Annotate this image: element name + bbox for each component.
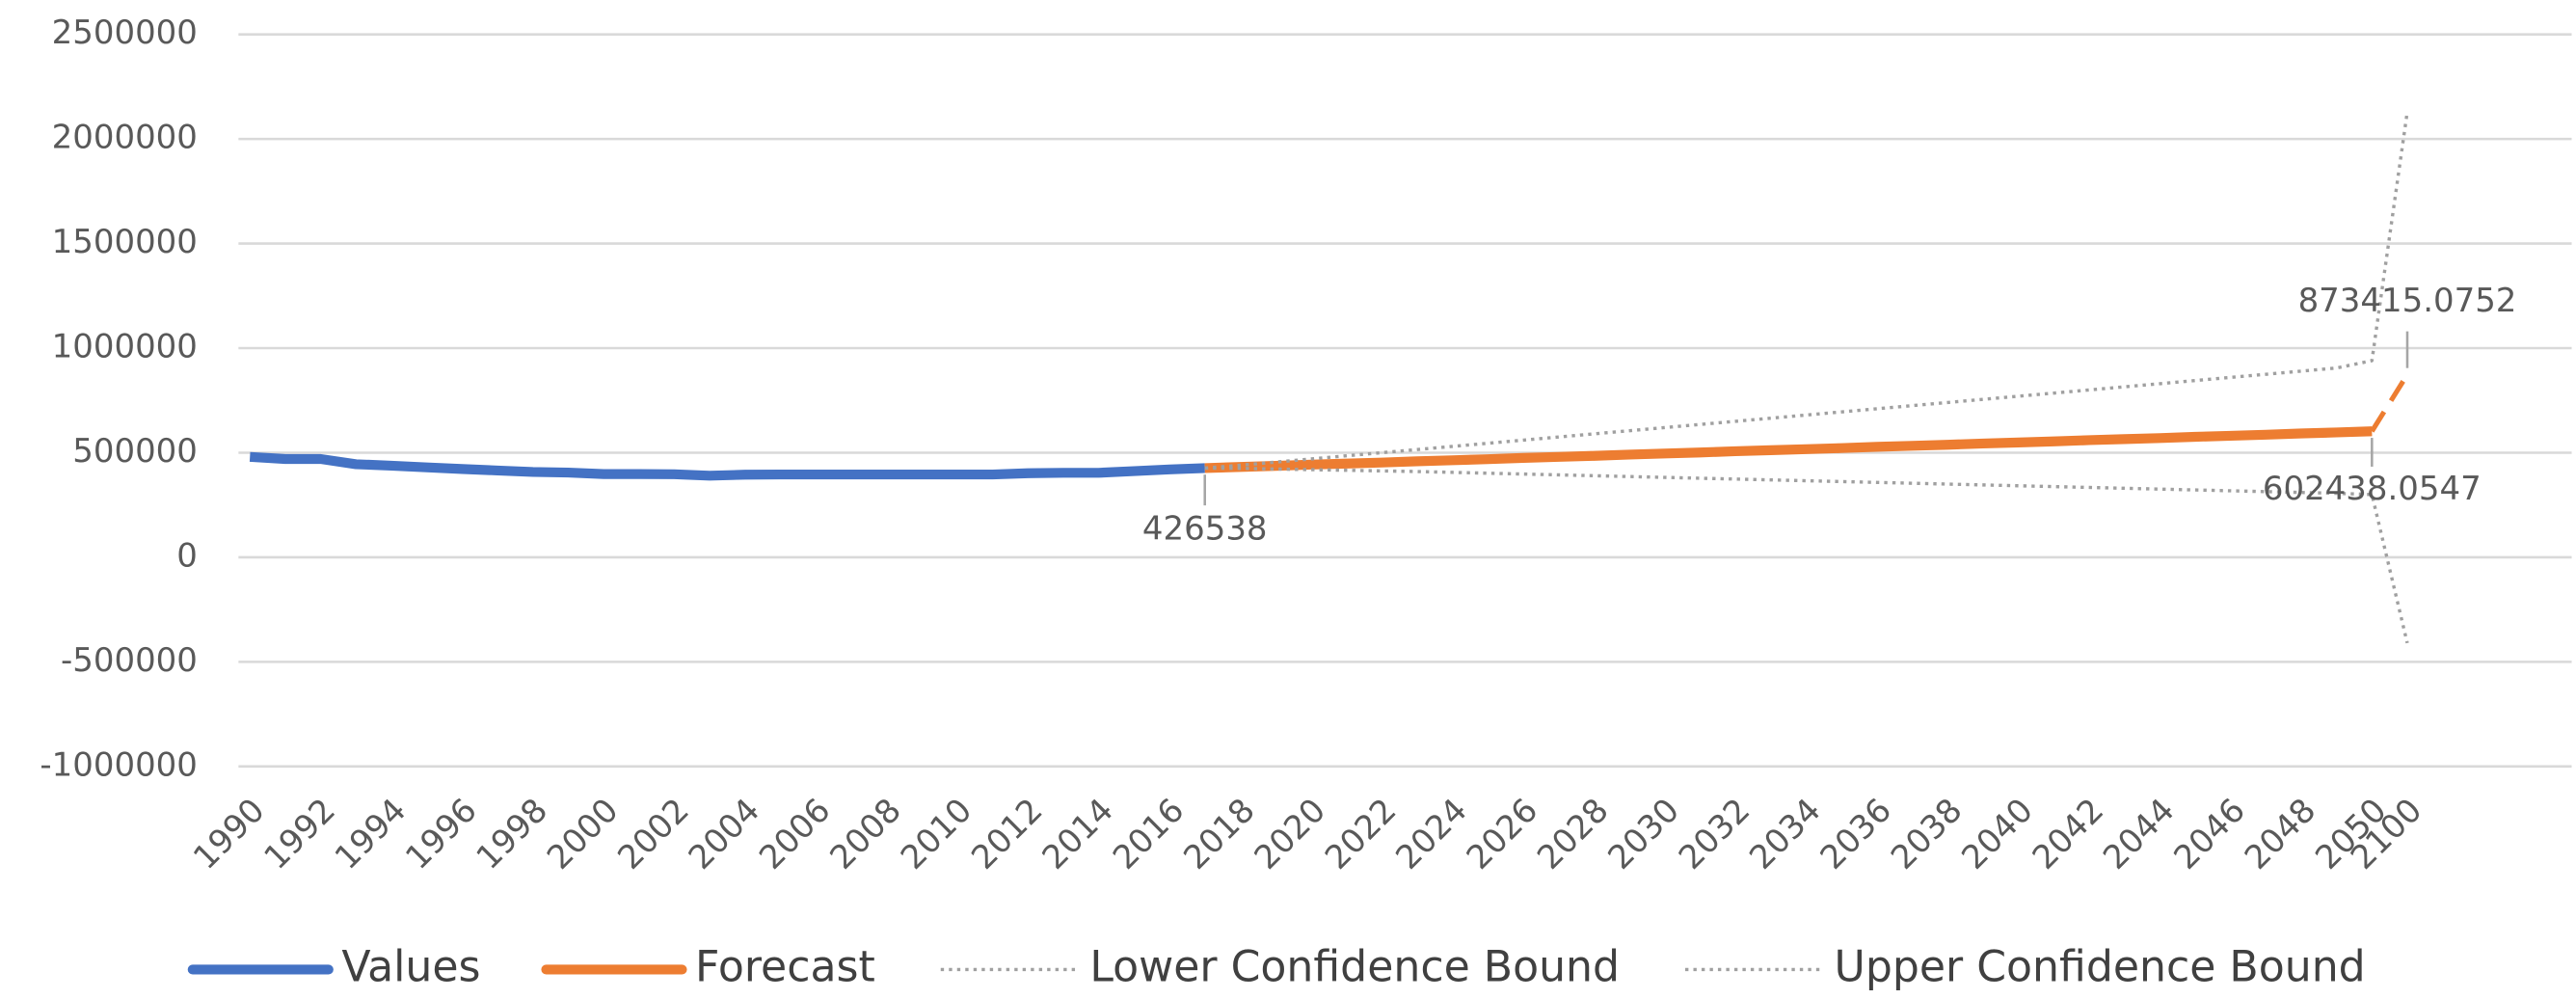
y-tick-label: 2500000	[52, 14, 198, 52]
y-tick-label: 2000000	[52, 119, 198, 157]
legend-label: Lower Confidence Bound	[1089, 942, 1620, 991]
x-tick-label: 1990	[186, 791, 272, 877]
x-tick-label: 2020	[1248, 791, 1333, 877]
x-tick-label: 2008	[822, 791, 908, 877]
x-tick-label: 2014	[1035, 791, 1121, 877]
legend-label: Forecast	[695, 942, 875, 991]
x-tick-label: 2030	[1601, 791, 1687, 877]
series-line	[1204, 111, 2409, 471]
x-tick-label: 2018	[1176, 791, 1262, 877]
x-tick-label: 2000	[540, 791, 626, 877]
legend-label: Upper Confidence Bound	[1835, 942, 2366, 991]
data-label: 602438.0547	[2263, 470, 2482, 508]
x-tick-label: 2022	[1318, 791, 1404, 877]
y-tick-label: 0	[176, 536, 198, 575]
y-tick-label: 1000000	[52, 328, 198, 366]
x-tick-label: 2024	[1388, 791, 1474, 877]
y-tick-label: -500000	[61, 641, 198, 680]
x-tick-label: 2040	[1954, 791, 2040, 877]
series-line	[1204, 466, 2409, 644]
x-tick-label: 2032	[1672, 791, 1758, 877]
x-tick-label: 1992	[256, 791, 342, 877]
y-tick-label: 500000	[72, 432, 198, 471]
legend-label: Values	[341, 942, 480, 991]
series-line	[249, 451, 1205, 481]
y-tick-label: 1500000	[52, 223, 198, 261]
x-tick-label: 2028	[1530, 791, 1616, 877]
y-tick-label: -1000000	[40, 745, 197, 784]
x-tick-label: 2010	[894, 791, 979, 877]
x-tick-label: 1994	[328, 791, 414, 877]
x-tick-label: 2048	[2238, 791, 2323, 877]
x-tick-label: 2012	[964, 791, 1050, 877]
x-tick-label: 2034	[1742, 791, 1828, 877]
x-tick-label: 1998	[470, 791, 555, 877]
data-label: 426538	[1142, 509, 1268, 548]
x-tick-label: 2016	[1106, 791, 1192, 877]
series-line	[1204, 426, 2373, 473]
data-label: 873415.0752	[2298, 282, 2517, 320]
x-tick-label: 2006	[752, 791, 838, 877]
x-tick-label: 2038	[1884, 791, 1970, 877]
x-tick-label: 2026	[1460, 791, 1545, 877]
series-line-forecast-tail	[2370, 373, 2410, 433]
x-tick-label: 2042	[2026, 791, 2111, 877]
x-tick-label: 2036	[1813, 791, 1899, 877]
x-tick-label: 2044	[2096, 791, 2182, 877]
x-tick-label: 1996	[398, 791, 484, 877]
x-tick-label: 2046	[2166, 791, 2252, 877]
x-tick-label: 2002	[610, 791, 696, 877]
x-tick-label: 2004	[682, 791, 767, 877]
